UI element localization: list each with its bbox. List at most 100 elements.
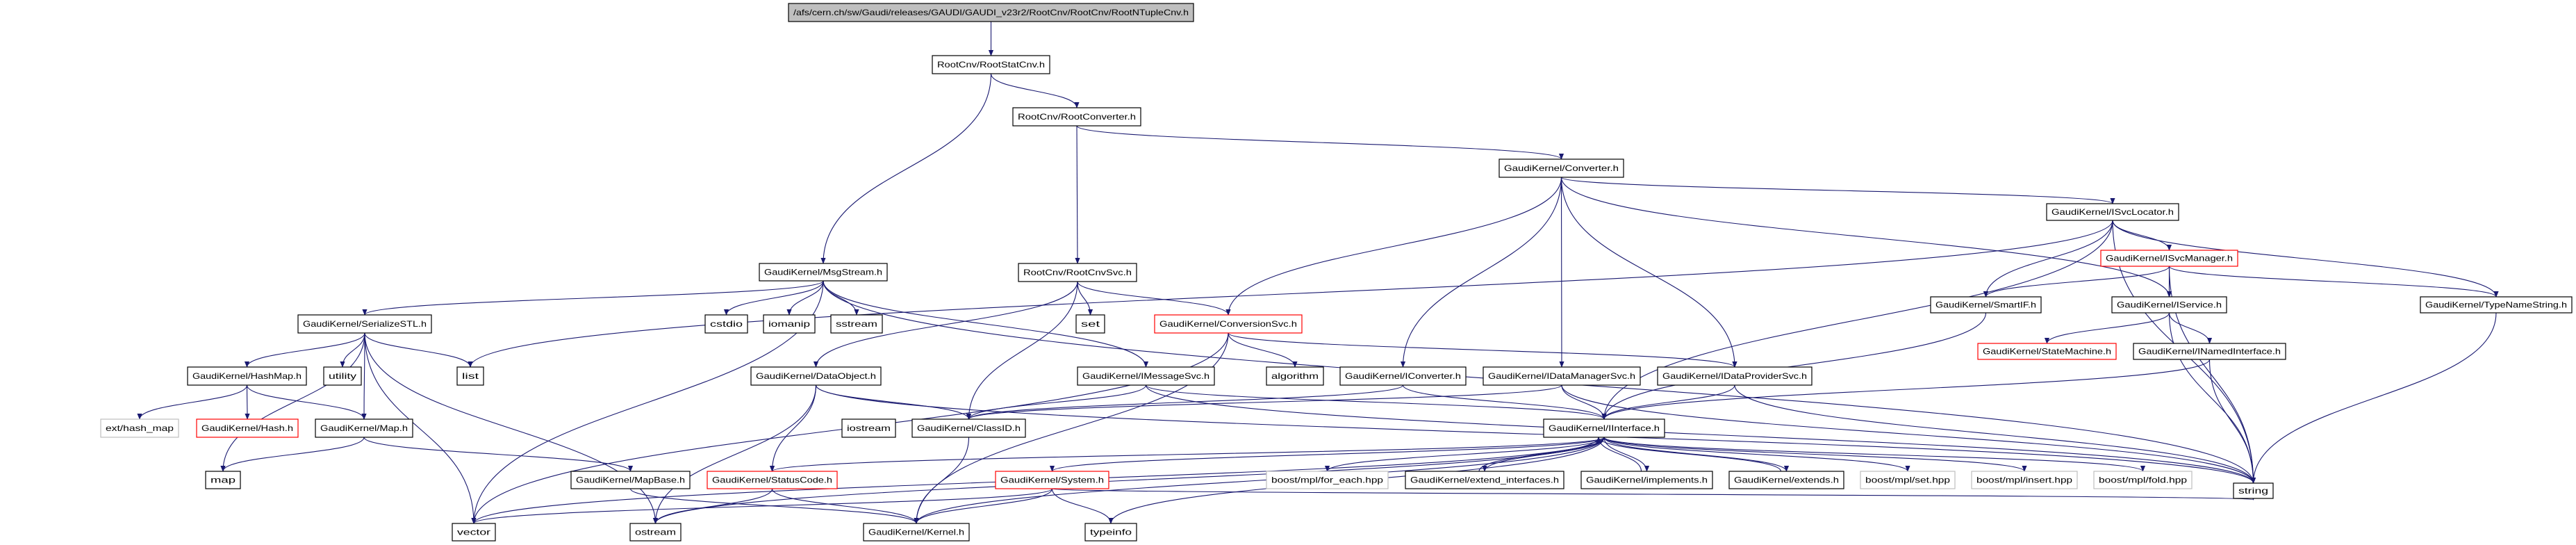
node-set[interactable]: set [1075, 314, 1105, 334]
node-box [750, 366, 882, 386]
node-kernel[interactable]: GaudiKernel/Kernel.h [863, 523, 970, 542]
node-mplfold[interactable]: boost/mpl/fold.hpp [2093, 471, 2193, 489]
node-algorithm[interactable]: algorithm [1266, 366, 1324, 386]
node-box [1543, 418, 1665, 438]
node-box [1971, 471, 2078, 489]
node-label: ext/hash_map [106, 423, 174, 433]
node-serializestl[interactable]: GaudiKernel/SerializeSTL.h [297, 314, 432, 334]
node-idataprovidersvc[interactable]: GaudiKernel/IDataProviderSvc.h [1657, 366, 1813, 386]
node-isvclocator[interactable]: GaudiKernel/ISvcLocator.h [2046, 203, 2179, 221]
node-label: list [462, 371, 479, 381]
edge-rootcnvsvc-to-dataobject [813, 281, 1078, 368]
node-converter[interactable]: GaudiKernel/Converter.h [1498, 158, 1624, 178]
node-root[interactable]: /afs/cern.ch/sw/Gaudi/releases/GAUDI/GAU… [788, 3, 1194, 22]
node-iinterface[interactable]: GaudiKernel/IInterface.h [1543, 418, 1665, 438]
node-label: GaudiKernel/IMessageSvc.h [1082, 371, 1209, 381]
node-rootconverter[interactable]: RootCnv/RootConverter.h [1012, 107, 1141, 127]
node-idatamanagersvc[interactable]: GaudiKernel/IDataManagerSvc.h [1483, 366, 1641, 386]
node-extendinterfaces[interactable]: GaudiKernel/extend_interfaces.h [1405, 471, 1564, 489]
edge-converter-to-iservice [1560, 177, 2172, 298]
node-exthashmap[interactable]: ext/hash_map [100, 418, 179, 438]
node-box [863, 523, 970, 542]
node-box [100, 418, 179, 438]
edge-serializestl-to-hashmap [244, 332, 365, 368]
node-box [2046, 203, 2179, 221]
node-label: RootCnv/RootConverter.h [1018, 112, 1136, 122]
node-mplinsert[interactable]: boost/mpl/insert.hpp [1971, 471, 2078, 489]
node-label: cstdio [710, 319, 743, 329]
node-ostream[interactable]: ostream [629, 523, 682, 542]
node-map_h[interactable]: GaudiKernel/Map.h [315, 418, 413, 438]
node-classid[interactable]: GaudiKernel/ClassID.h [911, 418, 1026, 438]
edge-statuscode-to-ostream [652, 488, 773, 524]
node-label: sstream [836, 319, 877, 329]
edge-rootstatcnv-to-msgstream [820, 73, 992, 264]
node-conversionsvc[interactable]: GaudiKernel/ConversionSvc.h [1154, 314, 1303, 334]
node-implements[interactable]: GaudiKernel/implements.h [1580, 471, 1713, 489]
edge-smartif-to-iinterface [1601, 312, 1987, 420]
node-iconverter[interactable]: GaudiKernel/IConverter.h [1339, 366, 1467, 386]
node-box [1860, 471, 1956, 489]
node-hashmap[interactable]: GaudiKernel/HashMap.h [187, 366, 307, 386]
node-label: GaudiKernel/SmartIF.h [1935, 300, 2036, 310]
node-label: GaudiKernel/StatusCode.h [712, 475, 832, 485]
edge-iservice-to-statemachine [2044, 312, 2170, 344]
node-extends[interactable]: GaudiKernel/extends.h [1728, 471, 1844, 489]
edge-system-to-kernel [914, 488, 1053, 524]
node-isvcmanager[interactable]: GaudiKernel/ISvcManager.h [2100, 250, 2238, 267]
node-statuscode[interactable]: GaudiKernel/StatusCode.h [707, 471, 838, 489]
edge-rootcnvsvc-to-set [1077, 281, 1093, 316]
edge-idataprovidersvc-to-iinterface [1601, 384, 1735, 420]
edge-typenamestring-to-string [2250, 312, 2497, 484]
node-hash[interactable]: GaudiKernel/Hash.h [196, 418, 299, 438]
node-system[interactable]: GaudiKernel/System.h [995, 471, 1109, 489]
edge-iinterface-to-foreach [1325, 437, 1605, 472]
node-statemachine[interactable]: GaudiKernel/StateMachine.h [1977, 343, 2117, 360]
edge-rootcnvsvc-to-conversionsvc [1077, 281, 1231, 316]
nodes-layer: /afs/cern.ch/sw/Gaudi/releases/GAUDI/GAU… [100, 3, 2573, 542]
node-box [2111, 296, 2227, 314]
edge-msgstream-to-cstdio [723, 280, 824, 316]
node-label: GaudiKernel/MsgStream.h [764, 268, 882, 277]
node-label: boost/mpl/insert.hpp [1976, 475, 2072, 485]
node-box [1930, 296, 2042, 314]
node-foreach[interactable]: boost/mpl/for_each.hpp [1266, 471, 1389, 489]
node-utility[interactable]: utility [323, 366, 362, 386]
node-typeinfo[interactable]: typeinfo [1084, 523, 1137, 542]
node-label: RootCnv/RootCnvSvc.h [1023, 268, 1132, 277]
node-iomanip[interactable]: iomanip [763, 314, 816, 334]
edge-system-to-vector [471, 488, 1053, 524]
node-mapbase[interactable]: GaudiKernel/MapBase.h [570, 471, 691, 489]
edge-iinterface-to-mplset [1603, 437, 1910, 472]
node-label: GaudiKernel/Map.h [320, 423, 408, 433]
node-label: GaudiKernel/TypeNameString.h [2425, 300, 2567, 310]
edge-isvclocator-to-iinterface [1601, 220, 2113, 420]
node-imessagesvc[interactable]: GaudiKernel/IMessageSvc.h [1077, 366, 1215, 386]
edge-serializestl-to-list [364, 332, 473, 368]
node-map[interactable]: map [205, 471, 241, 489]
edge-iinterface-to-mplfold [1603, 437, 2145, 472]
node-box [1266, 366, 1324, 386]
node-iservice[interactable]: GaudiKernel/IService.h [2111, 296, 2227, 314]
edge-converter-to-conversionsvc [1225, 177, 1562, 316]
edge-msgstream-to-iomanip [786, 280, 824, 316]
node-rootstatcnv[interactable]: RootCnv/RootStatCnv.h [932, 55, 1050, 74]
node-mplset[interactable]: boost/mpl/set.hpp [1860, 471, 1956, 489]
node-list[interactable]: list [456, 366, 484, 386]
node-string[interactable]: string [2233, 482, 2274, 499]
node-sstream[interactable]: sstream [830, 314, 883, 334]
node-smartif[interactable]: GaudiKernel/SmartIF.h [1930, 296, 2042, 314]
node-box [2133, 343, 2286, 360]
node-rootcnvsvc[interactable]: RootCnv/RootCnvSvc.h [1018, 263, 1137, 282]
node-label: GaudiKernel/Converter.h [1504, 163, 1619, 173]
node-label: GaudiKernel/StateMachine.h [1983, 347, 2111, 357]
node-vector[interactable]: vector [452, 523, 496, 542]
node-typenamestring[interactable]: GaudiKernel/TypeNameString.h [2420, 296, 2573, 314]
node-inamedinterface[interactable]: GaudiKernel/INamedInterface.h [2133, 343, 2286, 360]
node-dataobject[interactable]: GaudiKernel/DataObject.h [750, 366, 882, 386]
node-msgstream[interactable]: GaudiKernel/MsgStream.h [759, 263, 888, 282]
node-cstdio[interactable]: cstdio [704, 314, 748, 334]
node-label: GaudiKernel/IConverter.h [1345, 371, 1461, 381]
node-label: GaudiKernel/INamedInterface.h [2138, 347, 2281, 357]
node-iostream[interactable]: iostream [841, 418, 896, 438]
